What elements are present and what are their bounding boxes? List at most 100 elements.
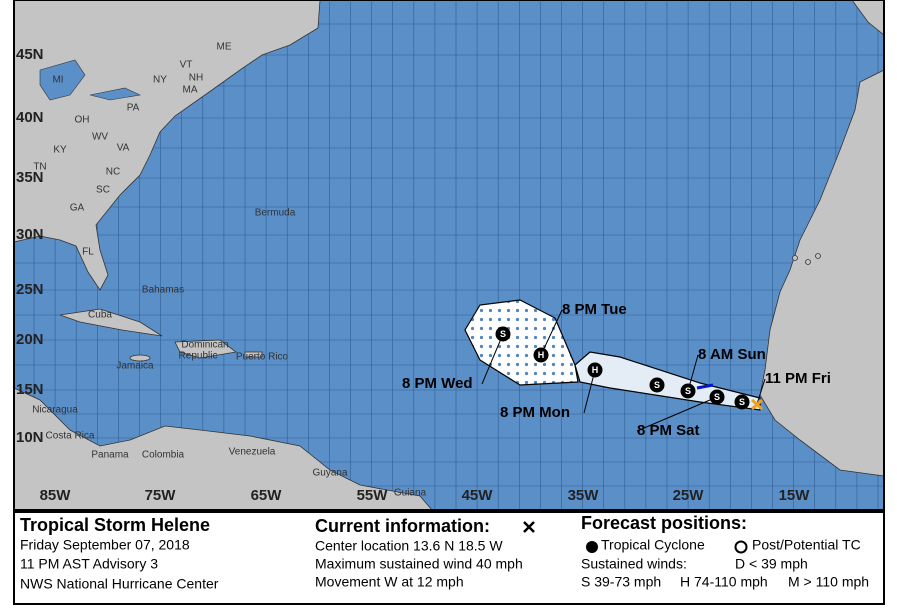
place-label: ME bbox=[217, 42, 232, 53]
storm-name: Tropical Storm Helene bbox=[20, 515, 210, 535]
forecast-symbol: S bbox=[739, 397, 745, 407]
lat-label: 40N bbox=[16, 109, 44, 126]
place-label: Republic bbox=[179, 351, 218, 362]
current-line: Movement W at 12 mph bbox=[315, 574, 464, 590]
place-label: SC bbox=[96, 185, 110, 196]
lat-label: 15N bbox=[16, 381, 44, 398]
current-title: Current information: bbox=[315, 516, 490, 536]
place-label: VT bbox=[180, 60, 193, 71]
place-label: Guiana bbox=[394, 488, 427, 499]
ptc-icon bbox=[734, 540, 748, 554]
current-icon bbox=[523, 521, 535, 533]
place-label: KY bbox=[53, 145, 67, 156]
forecast-point bbox=[533, 347, 549, 363]
forecast-point bbox=[495, 326, 511, 342]
office: NWS National Hurricane Center bbox=[20, 576, 219, 592]
forecast-symbol: S bbox=[685, 386, 691, 396]
ptc-label: Post/Potential TC bbox=[752, 537, 861, 553]
forecast-point bbox=[680, 383, 696, 399]
place-label: NC bbox=[106, 167, 120, 178]
lon-label: 75W bbox=[145, 487, 177, 504]
lon-label: 65W bbox=[251, 487, 283, 504]
lon-label: 25W bbox=[673, 487, 705, 504]
legend-panel bbox=[13, 511, 885, 605]
forecast-label: 8 AM Sun bbox=[698, 346, 766, 363]
lon-label: 35W bbox=[568, 487, 600, 504]
forecast-label: 8 PM Wed bbox=[402, 375, 473, 392]
place-label: VA bbox=[117, 143, 130, 154]
place-label: Panama bbox=[91, 450, 129, 461]
place-label: Dominican bbox=[181, 340, 228, 351]
forecast-track: S S S S H H S 11 PM Fri 8 PM Sat 8 AM Sun 8 PM Mon… bbox=[402, 301, 831, 439]
lon-label: 45W bbox=[462, 487, 494, 504]
place-label: Bermuda bbox=[255, 208, 296, 219]
place-label: Cuba bbox=[88, 310, 112, 321]
map-frame bbox=[13, 0, 885, 511]
leader-line bbox=[481, 333, 504, 385]
place-label: NH bbox=[189, 73, 203, 84]
current-line: Center location 13.6 N 18.5 W bbox=[315, 538, 503, 554]
lat-label: 30N bbox=[16, 226, 44, 243]
forecast-symbol: S bbox=[654, 380, 660, 390]
leader-line bbox=[636, 396, 718, 432]
jamaica bbox=[129, 354, 151, 362]
cuba bbox=[59, 308, 163, 337]
cape-verde bbox=[792, 255, 798, 261]
category-m: M > 110 mph bbox=[788, 574, 869, 590]
forecast-label: 8 PM Tue bbox=[562, 301, 627, 318]
current-position bbox=[750, 398, 764, 411]
puerto-rico bbox=[244, 351, 263, 358]
forecast-point bbox=[649, 377, 665, 393]
forecast-label: 11 PM Fri bbox=[765, 370, 831, 387]
current-line: Maximum sustained wind 40 mph bbox=[315, 556, 523, 572]
place-label: Nicaragua bbox=[32, 405, 78, 416]
place-label: MA bbox=[183, 85, 198, 96]
forecast-point bbox=[587, 362, 603, 378]
place-label: Jamaica bbox=[116, 361, 154, 372]
place-label: OH bbox=[75, 115, 90, 126]
lat-label: 10N bbox=[16, 429, 44, 446]
place-label: Venezuela bbox=[229, 447, 276, 458]
lat-label: 35N bbox=[16, 169, 44, 186]
leader-line bbox=[756, 378, 766, 405]
forecast-symbol: H bbox=[592, 365, 599, 375]
africa bbox=[759, 69, 885, 477]
depression-label: D < 39 mph bbox=[735, 556, 808, 572]
north-america bbox=[13, 0, 321, 291]
category-s: S 39-73 mph bbox=[581, 574, 661, 590]
hispaniola bbox=[174, 339, 237, 359]
forecast-title: Forecast positions: bbox=[581, 513, 747, 533]
place-label: Costa Rica bbox=[46, 431, 95, 442]
place-label: NY bbox=[153, 75, 167, 86]
forecast-label: 8 PM Sat bbox=[637, 422, 700, 439]
place-label: Guyana bbox=[312, 468, 347, 479]
sustained-label: Sustained winds: bbox=[581, 556, 687, 572]
place-label: TN bbox=[33, 162, 46, 173]
place-label: MI bbox=[52, 75, 63, 86]
forecast-symbol: S bbox=[714, 392, 720, 402]
place-label: PA bbox=[127, 103, 140, 114]
cone-days-4-5 bbox=[464, 299, 579, 386]
place-label: FL bbox=[82, 247, 94, 258]
axis-labels: 45N 40N 35N 30N 25N 20N 15N 10N 85W 75W 65W 55W 45W 3… bbox=[16, 46, 810, 504]
advisory: 11 PM AST Advisory 3 bbox=[20, 556, 158, 572]
place-label: Colombia bbox=[142, 450, 185, 461]
cape-verde bbox=[805, 259, 811, 265]
place-label: Puerto Rico bbox=[236, 352, 289, 363]
category-h: H 74-110 mph bbox=[680, 574, 768, 590]
forecast-symbol: S bbox=[500, 329, 506, 339]
lon-label: 55W bbox=[357, 487, 389, 504]
lon-label: 85W bbox=[40, 487, 72, 504]
cape-verde bbox=[815, 253, 821, 259]
date: Friday September 07, 2018 bbox=[20, 537, 190, 553]
forecast-point bbox=[709, 389, 725, 405]
warning-segment bbox=[696, 383, 714, 390]
lat-label: 25N bbox=[16, 281, 44, 298]
tc-label: Tropical Cyclone bbox=[601, 537, 705, 553]
forecast-point bbox=[734, 394, 750, 410]
great-lakes bbox=[39, 59, 142, 101]
lon-label: 15W bbox=[779, 487, 811, 504]
forecast-label: 8 PM Mon bbox=[500, 404, 570, 421]
